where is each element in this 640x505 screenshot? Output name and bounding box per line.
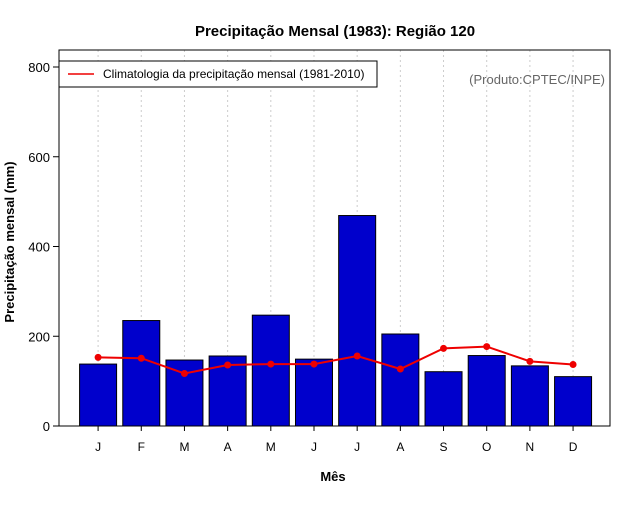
bar-7: [381, 333, 420, 427]
climatology-point-8: [440, 344, 448, 352]
climatology-point-7: [396, 365, 404, 373]
climatology-line: [94, 343, 577, 377]
legend: Climatologia da precipitação mensal (198…: [58, 60, 378, 88]
climatology-point-9: [483, 343, 491, 351]
climatology-point-1: [137, 354, 145, 362]
chart-title: Precipitação Mensal (1983): Região 120: [195, 23, 475, 40]
y-tick-label: 600: [28, 150, 50, 165]
x-tick-label: M: [266, 440, 276, 454]
plot-frame: [58, 49, 611, 427]
x-axis-label: Mês: [320, 469, 345, 484]
climatology-polyline: [98, 345, 574, 375]
bar-8: [424, 371, 463, 427]
bar-4: [251, 314, 290, 427]
x-tick-label: J: [354, 440, 360, 454]
axes: 0 200 400 600 800 J F M A M J J A S O N D: [28, 60, 577, 454]
y-tick-label: 200: [28, 329, 50, 344]
credit-text: (Produto:CPTEC/INPE): [469, 72, 605, 87]
bar-1: [122, 320, 161, 427]
climatology-point-10: [526, 357, 534, 365]
x-tick-label: D: [569, 440, 578, 454]
climatology-point-3: [224, 361, 232, 369]
legend-box: [58, 60, 378, 88]
y-tick-label: 400: [28, 240, 50, 255]
x-tick-label: F: [138, 440, 145, 454]
bar-0: [79, 363, 118, 427]
x-tick-label: S: [440, 440, 448, 454]
climatology-point-11: [569, 361, 577, 369]
bar-9: [467, 355, 506, 427]
bar-6: [338, 215, 377, 427]
x-tick-label: M: [179, 440, 189, 454]
x-tick-label: O: [482, 440, 491, 454]
y-tick-label: 0: [43, 419, 50, 434]
x-tick-label: J: [311, 440, 317, 454]
climatology-point-5: [310, 360, 318, 368]
legend-label: Climatologia da precipitação mensal (198…: [103, 67, 364, 81]
x-tick-label: A: [224, 440, 232, 454]
bar-5: [294, 358, 333, 427]
climatology-point-0: [94, 353, 102, 361]
x-tick-label: A: [396, 440, 404, 454]
bars: [79, 215, 593, 427]
y-tick-label: 800: [28, 60, 50, 75]
bar-11: [554, 376, 593, 427]
climatology-point-2: [180, 369, 188, 377]
climatology-point-6: [353, 352, 361, 360]
y-axis-label: Precipitação mensal (mm): [2, 161, 17, 322]
bar-10: [510, 365, 549, 427]
climatology-point-4: [267, 360, 275, 368]
x-tick-label: N: [526, 440, 535, 454]
x-tick-label: J: [95, 440, 101, 454]
